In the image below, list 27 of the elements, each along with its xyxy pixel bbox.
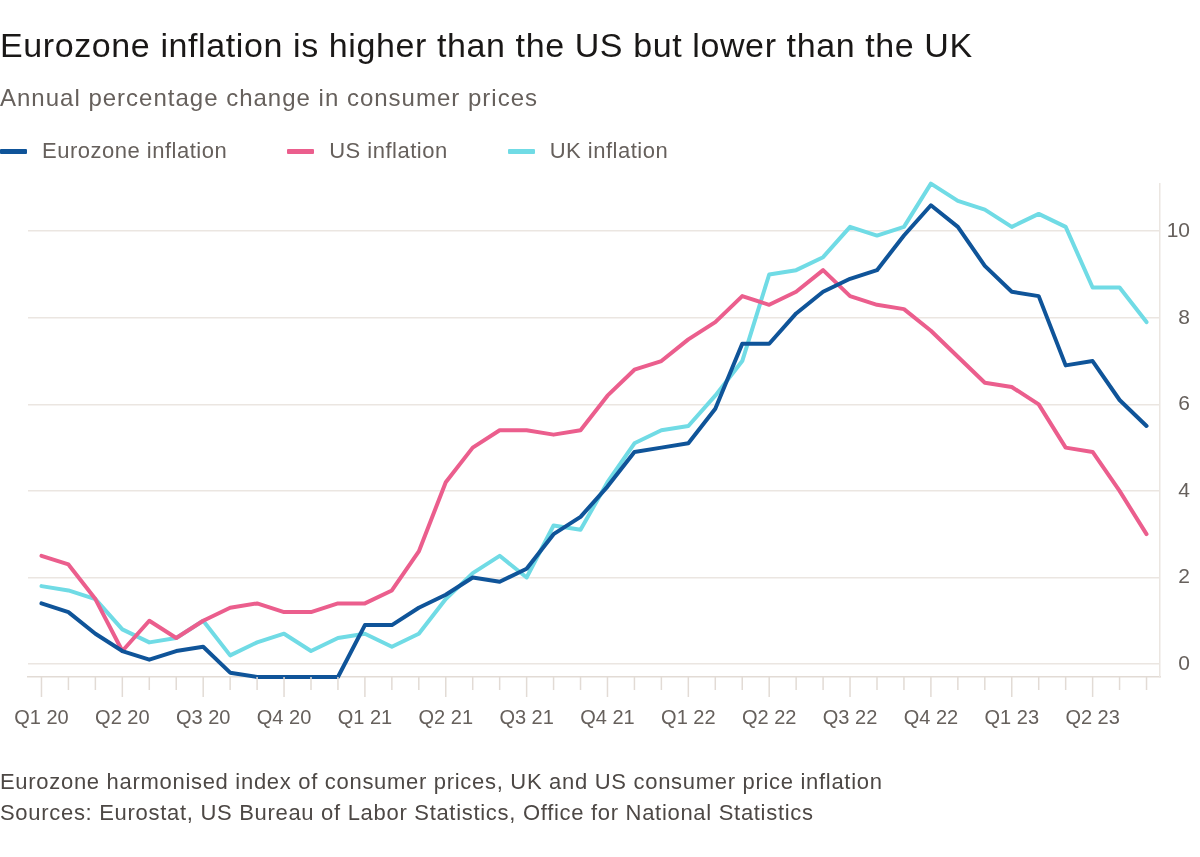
x-tick-label: Q3 22 <box>822 705 878 728</box>
y-tick-label: 4 <box>1178 477 1191 501</box>
legend-label: US inflation <box>329 138 448 164</box>
text: Eurozone harmonised index of consumer prices, UK and US consumer price inflation <box>0 768 883 796</box>
x-tick-label: Q2 20 <box>95 705 150 728</box>
x-tick-label: Q1 22 <box>661 705 716 728</box>
x-tick-label: Q1 23 <box>984 705 1039 728</box>
x-tick-label: Q2 23 <box>1065 705 1120 728</box>
x-tick-label: Q4 22 <box>903 705 959 728</box>
y-tick-label: 0 <box>1178 650 1190 674</box>
x-tick-label: Q1 21 <box>337 705 393 728</box>
legend-label: Eurozone inflation <box>42 138 228 164</box>
y-tick-label: 2 <box>1178 564 1190 588</box>
x-tick-label: Q1 20 <box>14 705 69 728</box>
chart-title: Eurozone inflation is higher than the US but lower than the UK <box>0 25 973 65</box>
legend-label: UK inflation <box>549 138 669 164</box>
x-tick-label: Q2 21 <box>418 705 473 728</box>
chart-subtitle: Annual percentage change in consumer prices <box>0 84 538 112</box>
x-tick-label: Q3 20 <box>175 705 231 728</box>
x-tick-label: Q4 21 <box>580 705 635 728</box>
y-tick-label: 6 <box>1178 391 1190 415</box>
x-tick-label: Q4 20 <box>256 705 312 728</box>
x-tick-label: Q2 22 <box>741 705 797 728</box>
y-tick-label: 10 <box>1166 218 1190 242</box>
source-note: Sources: Eurostat, US Bureau of Labor Statistics, Office for National Statistics <box>0 799 815 827</box>
x-tick-label: Q3 21 <box>499 705 554 728</box>
y-tick-label: 8 <box>1178 304 1190 328</box>
